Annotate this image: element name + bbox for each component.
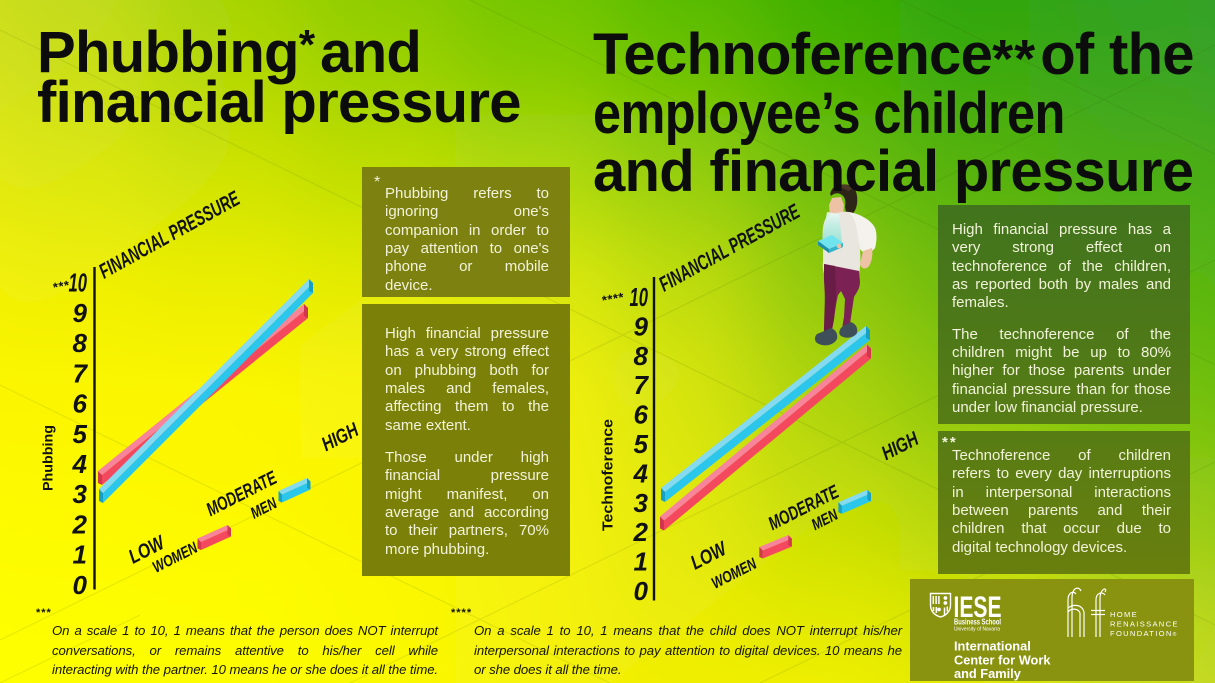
- svg-text:4: 4: [72, 449, 88, 479]
- svg-text:FOUNDATION®: FOUNDATION®: [1110, 629, 1178, 638]
- svg-text:RENAISSANCE: RENAISSANCE: [1110, 620, 1179, 629]
- svg-text:International: International: [954, 639, 1031, 654]
- svg-text:9: 9: [73, 298, 88, 328]
- svg-text:5: 5: [73, 419, 88, 449]
- svg-text:4: 4: [633, 458, 649, 488]
- svg-text:Business School: Business School: [954, 618, 1001, 627]
- svg-text:Technoference: Technoference: [601, 419, 617, 531]
- svg-text:3: 3: [634, 488, 649, 518]
- svg-text:10: 10: [630, 282, 649, 312]
- svg-text:7: 7: [73, 358, 89, 388]
- svg-text:HOME: HOME: [1110, 610, 1138, 619]
- svg-text:8: 8: [634, 341, 649, 371]
- svg-text:1: 1: [73, 540, 87, 570]
- svg-text:3: 3: [73, 479, 88, 509]
- svg-text:0: 0: [73, 570, 88, 600]
- svg-text:8: 8: [73, 328, 88, 358]
- svg-text:IESE: IESE: [954, 591, 1002, 624]
- svg-text:5: 5: [634, 429, 649, 459]
- svg-text:and Family: and Family: [954, 666, 1022, 681]
- svg-text:***: ***: [52, 277, 71, 295]
- svg-text:Center for Work: Center for Work: [954, 652, 1051, 667]
- svg-text:6: 6: [73, 389, 88, 419]
- svg-text:6: 6: [634, 400, 649, 430]
- svg-text:****: ****: [601, 289, 626, 308]
- svg-text:1: 1: [634, 547, 648, 577]
- svg-text:University of Navarra: University of Navarra: [954, 627, 1001, 633]
- svg-text:9: 9: [634, 311, 649, 341]
- svg-text:2: 2: [633, 517, 649, 547]
- svg-text:7: 7: [634, 370, 650, 400]
- svg-text:Phubbing: Phubbing: [40, 425, 56, 491]
- svg-text:10: 10: [69, 268, 88, 298]
- svg-text:0: 0: [634, 576, 649, 606]
- svg-text:2: 2: [72, 509, 88, 539]
